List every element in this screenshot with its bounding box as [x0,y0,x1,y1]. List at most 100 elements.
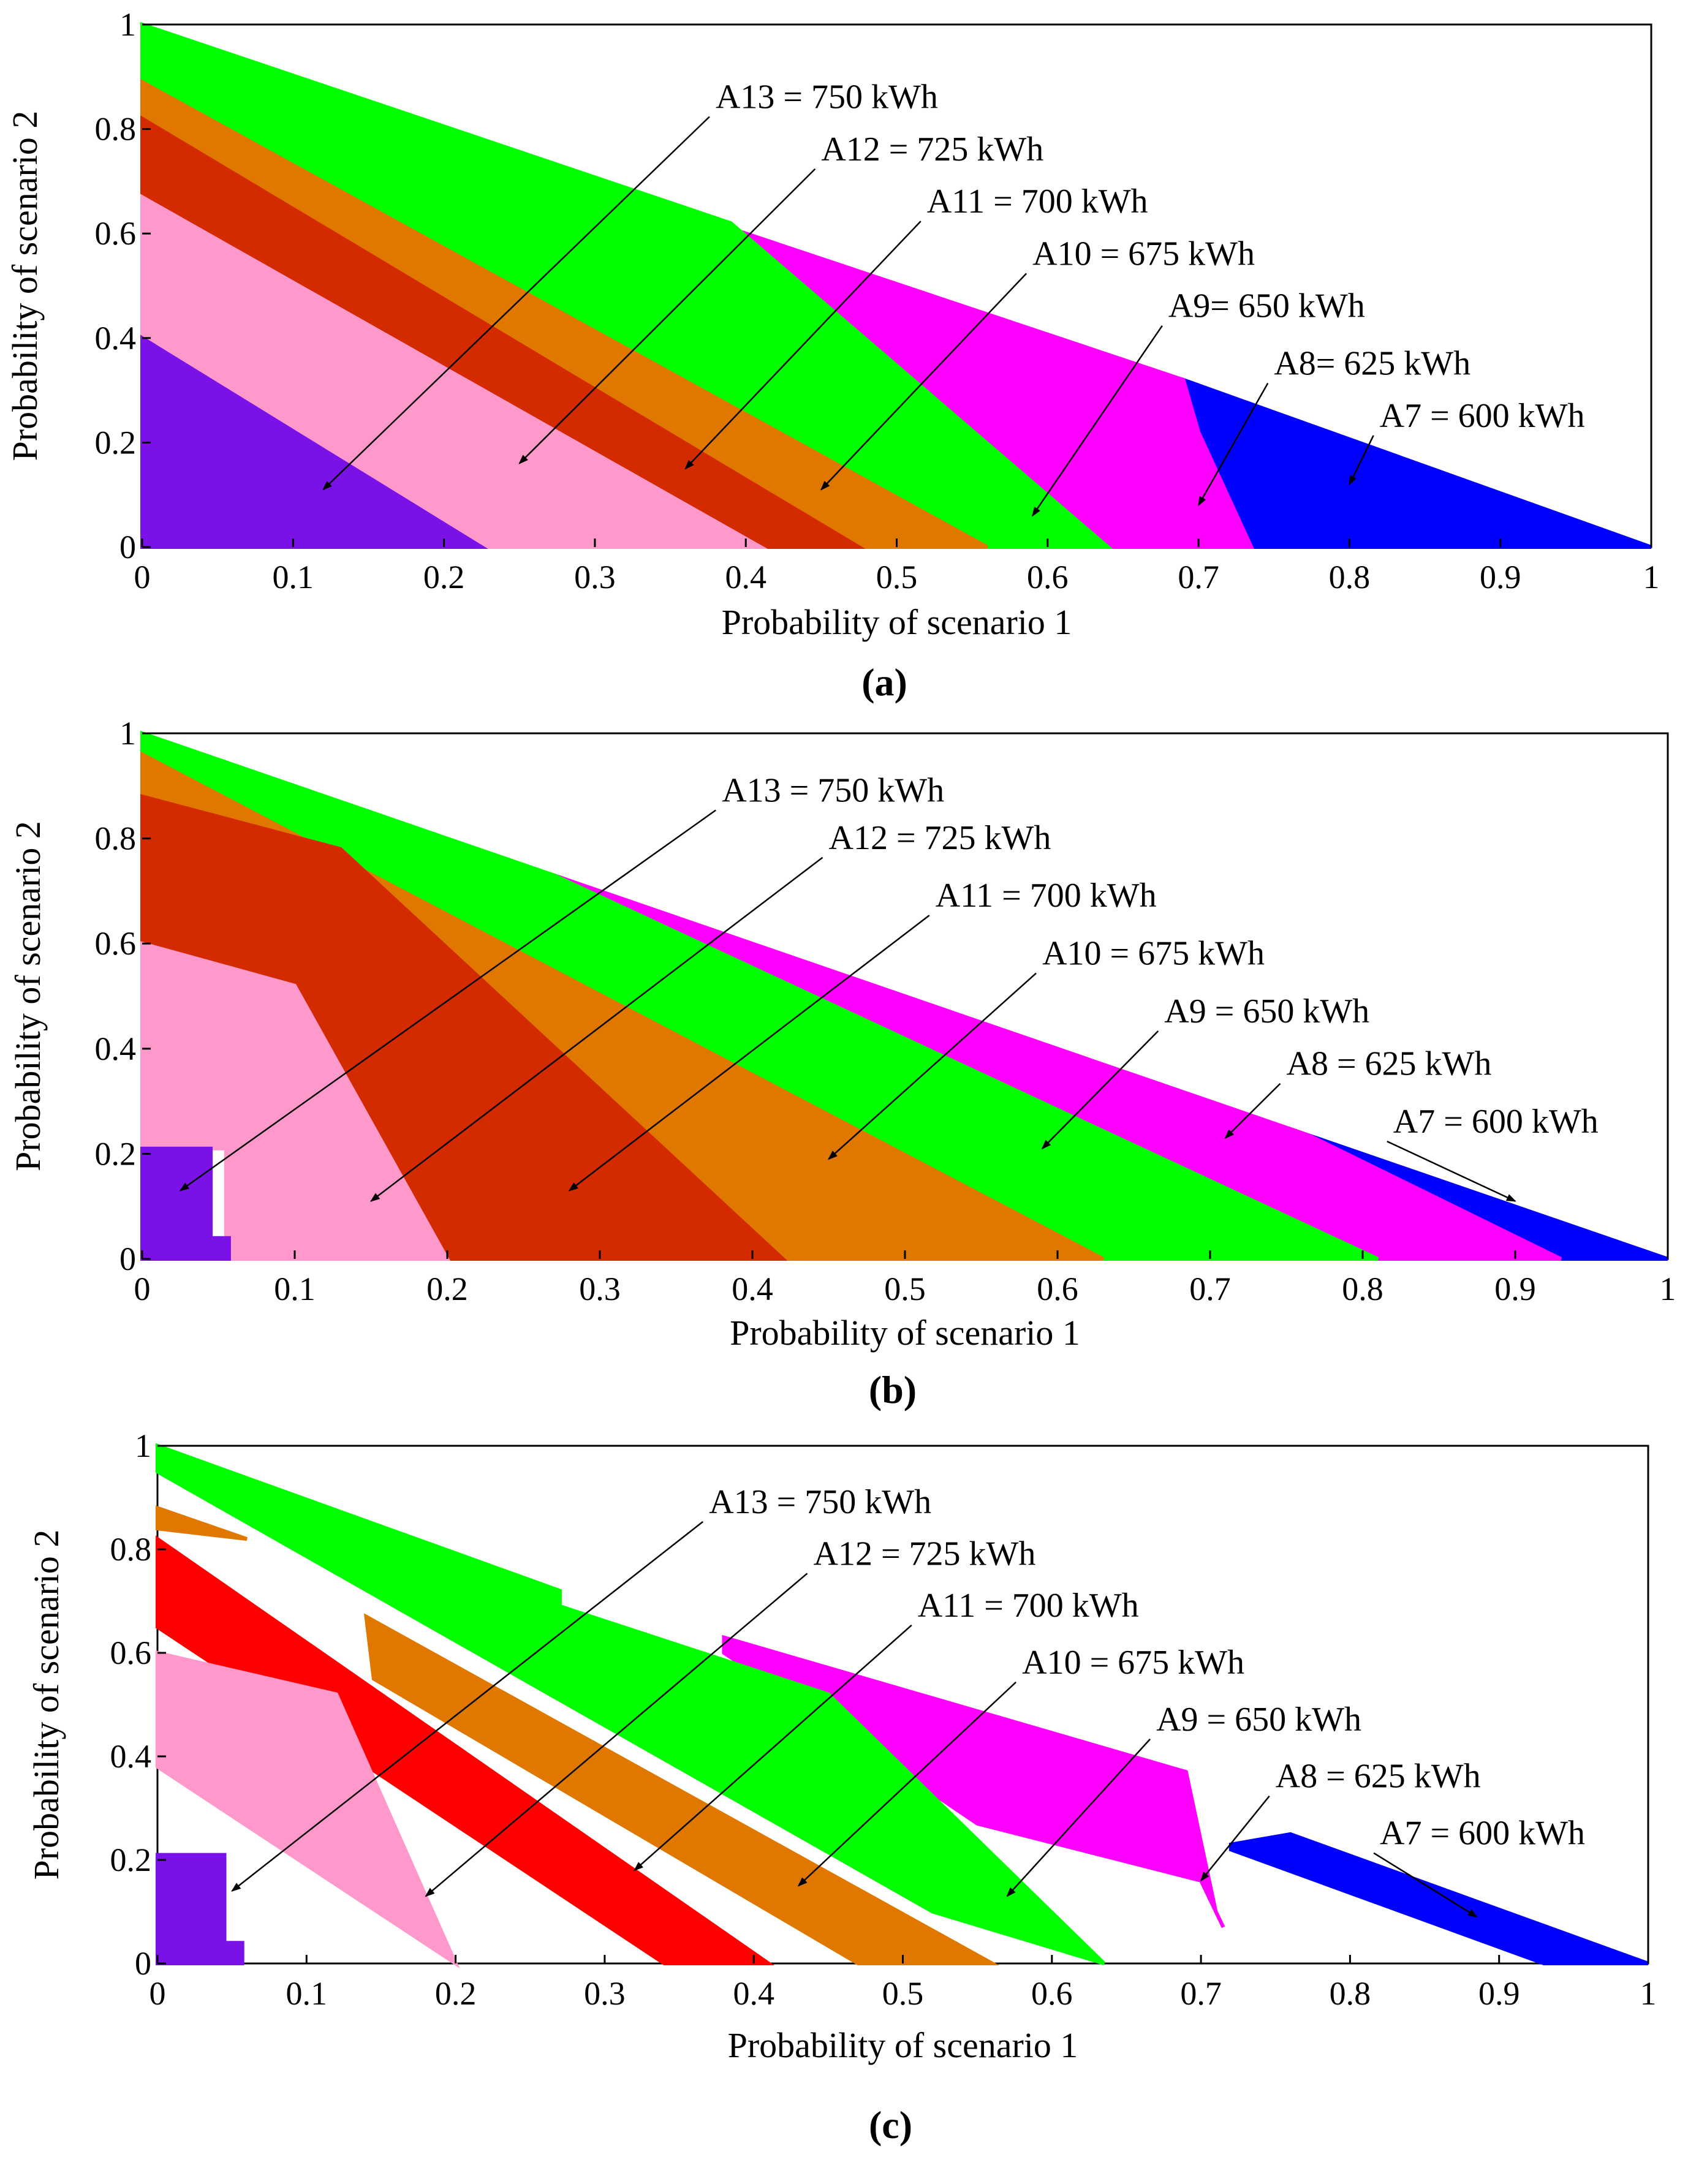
y-tick-label: 0.2 [95,424,137,461]
y-tick-label: 0 [135,1945,151,1982]
annotation-arrow [634,1624,912,1872]
x-tick-label: 0.5 [882,1975,924,2012]
x-tick-label: 1 [1643,559,1660,595]
y-tick-label: 0.6 [95,925,137,962]
annotation-arrow [1006,1738,1151,1897]
annotation-arrow [231,1521,703,1892]
panel-caption: (a) [861,660,907,704]
annotation-label: A8 = 625 kWh [1276,1758,1481,1796]
annotation-label: A8 = 625 kWh [1287,1045,1492,1083]
x-tick-label: 0.1 [286,1975,328,2012]
annotation-arrow [1373,1852,1478,1918]
x-tick-label: 0 [149,1975,166,2012]
annotation-arrow [820,273,1028,491]
annotation-arrow [425,1573,808,1897]
annotation-arrow [369,856,823,1202]
annotation-label: A10 = 675 kWh [1022,1644,1244,1682]
y-tick-label: 1 [135,1427,151,1464]
annotation-label: A11 = 700 kWh [918,1587,1139,1625]
x-tick-label: 0.2 [423,559,465,595]
panel-a: 0 0.1 0.2 0.3 0.4 0.5 0.6 0.7 0.8 0.9 1 0 0.2 0.4 0.6 0… [5,6,1660,704]
y-tick-label: 0.4 [95,320,137,357]
region-a10 [156,1505,248,1541]
x-tick-label: 0.7 [1178,559,1219,595]
y-tick-label: 0.2 [95,1135,137,1172]
annotation-label: A9= 650 kWh [1168,287,1365,325]
x-tick-label: 0.2 [426,1271,468,1307]
annotation-label: A12 = 725 kWh [829,819,1051,857]
x-tick-label: 0.4 [732,1271,773,1307]
annotation-arrow [1041,1030,1159,1150]
x-tick-label: 1 [1660,1271,1676,1307]
x-tick-label: 0.6 [1027,559,1069,595]
y-tick-label: 0.8 [95,820,137,857]
y-tick-label: 0.2 [110,1842,152,1878]
x-tick-label: 0.5 [884,1271,926,1307]
annotation-label: A13 = 750 kWh [716,78,938,116]
annotation-label: A11 = 700 kWh [936,877,1157,915]
panel-caption: (c) [869,2103,912,2147]
annotation-label: A7 = 600 kWh [1380,397,1585,435]
y-axis-label: Probability of scenario 2 [26,1530,66,1880]
region-a7 [1228,1832,1649,1965]
x-tick-label: 1 [1640,1975,1657,2012]
x-tick-label: 0.8 [1329,559,1371,595]
x-axis-label: Probability of scenario 1 [728,2025,1078,2065]
annotation-label: A13 = 750 kWh [709,1483,931,1521]
annotation-arrow [797,1681,1016,1887]
x-tick-label: 0.6 [1031,1975,1073,2012]
annotation-arrow [1387,1140,1516,1202]
y-tick-label: 0 [119,529,136,565]
y-tick-label: 0.6 [110,1634,152,1671]
x-tick-label: 0.9 [1494,1271,1536,1307]
annotation-label: A9 = 650 kWh [1156,1701,1361,1739]
panel-caption: (b) [869,1368,917,1411]
region-a11 [156,1535,775,1965]
annotation-label: A11 = 700 kWh [927,183,1148,221]
y-tick-label: 1 [119,715,136,752]
panel-b: 0 0.1 0.2 0.3 0.4 0.5 0.6 0.7 0.8 0.9 1 0 0.2 0.4 0.6 0… [8,715,1676,1411]
annotation-arrow [322,116,710,491]
x-tick-label: 0.4 [725,559,766,595]
annotation-label: A13 = 750 kWh [722,772,944,810]
x-tick-label: 0.1 [274,1271,316,1307]
annotation-label: A7 = 600 kWh [1380,1815,1585,1853]
annotation-arrow [1200,1795,1270,1882]
annotation-arrow [568,915,930,1192]
y-tick-label: 0.4 [110,1738,152,1775]
y-tick-label: 0.8 [95,111,137,148]
x-tick-label: 0.8 [1330,1975,1371,2012]
x-tick-label: 0.4 [733,1975,774,2012]
x-tick-label: 0.6 [1037,1271,1078,1307]
x-tick-label: 0.3 [579,1271,621,1307]
x-tick-label: 0 [134,1271,151,1307]
annotation-arrow [518,168,816,464]
y-axis-label: Probability of scenario 2 [8,821,48,1171]
annotation-label: A7 = 600 kWh [1393,1103,1599,1141]
x-tick-label: 0.9 [1480,559,1521,595]
annotation-arrow [828,972,1037,1160]
annotation-label: A12 = 725 kWh [814,1535,1036,1573]
x-tick-label: 0 [134,559,151,595]
y-tick-label: 0 [119,1241,136,1277]
annotation-arrow [179,809,716,1192]
region-a9 [140,730,1379,1261]
x-tick-label: 0.5 [876,559,918,595]
panel-c: 0 0.1 0.2 0.3 0.4 0.5 0.6 0.7 0.8 0.9 1 0 0.2 0.4 0.6 0… [26,1427,1657,2147]
y-tick-label: 0.8 [110,1531,152,1568]
x-tick-label: 0.2 [435,1975,477,2012]
annotation-label: A10 = 675 kWh [1032,235,1255,273]
x-tick-label: 0.3 [584,1975,626,2012]
annotation-arrow [684,221,922,470]
y-axis-label: Probability of scenario 2 [5,111,45,461]
annotation-arrow [1032,325,1163,517]
annotation-label: A10 = 675 kWh [1042,935,1265,973]
x-tick-label: 0.9 [1478,1975,1520,2012]
x-axis-label: Probability of scenario 1 [730,1313,1080,1353]
x-tick-label: 0.7 [1189,1271,1231,1307]
x-tick-label: 0.1 [273,559,314,595]
annotation-label: A9 = 650 kWh [1164,992,1369,1030]
annotation-arrow [1224,1083,1281,1139]
x-tick-label: 0.3 [574,559,616,595]
